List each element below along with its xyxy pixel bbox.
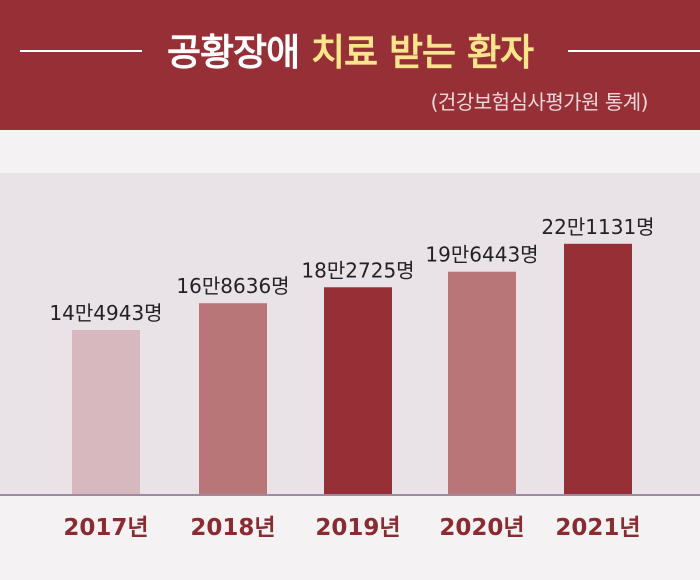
x-axis-baseline (0, 494, 700, 496)
chart-title: 공황장애 치료 받는 환자 (0, 22, 700, 76)
title-decor-line-left (20, 50, 142, 52)
category-label: 2018년 (190, 515, 275, 541)
bar-2021년 (564, 243, 632, 494)
chart-subtitle: (건강보험심사평가원 통계) (430, 90, 649, 114)
title-part2: 치료 받는 환자 (311, 31, 534, 74)
value-label: 18만2725명 (301, 258, 414, 282)
category-label: 2019년 (315, 515, 400, 541)
category-label: 2021년 (555, 515, 640, 541)
category-label: 2020년 (439, 515, 524, 541)
value-label: 16만8636명 (176, 274, 289, 298)
bar-2017년 (72, 330, 140, 494)
bar-2020년 (448, 271, 516, 494)
value-label: 19만6443명 (425, 243, 538, 267)
bar-2019년 (324, 287, 392, 494)
category-label: 2017년 (63, 515, 148, 541)
header-banner: 공황장애 치료 받는 환자 (건강보험심사평가원 통계) (0, 0, 700, 130)
title-decor-line-right (568, 50, 700, 52)
value-label: 22만1131명 (541, 215, 654, 239)
bar-2018년 (199, 303, 267, 494)
title-part1: 공황장애 (166, 31, 300, 74)
value-label: 14만4943명 (49, 301, 162, 325)
